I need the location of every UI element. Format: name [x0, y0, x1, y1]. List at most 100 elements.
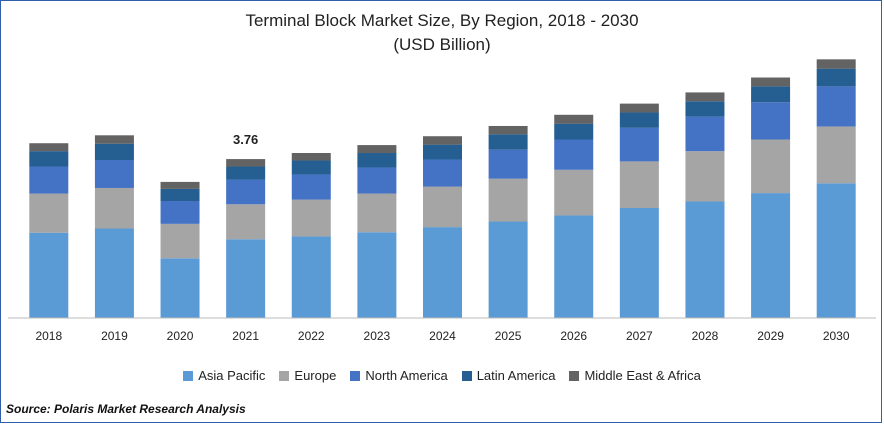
bar-2020-series-2: [160, 201, 200, 224]
chart-title: Terminal Block Market Size, By Region, 2…: [245, 11, 639, 30]
bar-2025-series-4: [488, 125, 528, 135]
bar-2018-series-2: [29, 166, 69, 194]
bar-2019-series-3: [94, 143, 134, 161]
bar-2023-series-1: [357, 193, 397, 233]
bar-2029-series-4: [751, 77, 791, 87]
bar-2027-series-1: [619, 161, 659, 209]
bar-2024-series-4: [423, 136, 462, 145]
bar-2023-series-0: [357, 232, 397, 318]
x-tick-label: 2025: [495, 329, 522, 343]
x-tick-label: 2024: [429, 329, 456, 343]
bar-2019-series-0: [94, 228, 134, 318]
bar-2023-series-2: [357, 167, 397, 194]
bar-2023-series-3: [357, 153, 397, 168]
x-tick-labels: 2018 2019 2020 2021 2022 2023 2024 2025 2026 2027…: [35, 329, 849, 343]
bar-2029-series-0: [751, 193, 791, 318]
x-tick-label: 2026: [560, 329, 587, 343]
bar-2028-series-1: [685, 151, 725, 202]
legend-label: Middle East & Africa: [584, 368, 701, 383]
bar-2018-series-4: [29, 143, 69, 152]
x-tick-label: 2020: [167, 329, 194, 343]
bar-2018-series-1: [29, 193, 69, 233]
bar-2021-series-4: [226, 159, 266, 167]
bar-group: [29, 59, 856, 318]
bar-2021-series-0: [226, 239, 266, 318]
legend-label: North America: [365, 368, 448, 383]
bar-2020-series-0: [160, 258, 200, 318]
bar-2027-series-3: [619, 112, 659, 128]
bar-2023-series-4: [357, 145, 397, 154]
bar-2018-series-3: [29, 151, 69, 167]
legend-label: Asia Pacific: [198, 368, 266, 383]
bar-2022-series-1: [291, 199, 331, 237]
bar-2022-series-4: [291, 153, 331, 161]
x-tick-label: 2028: [692, 329, 719, 343]
bar-2022-series-3: [291, 160, 331, 175]
legend-item: Europe: [279, 368, 336, 383]
legend-item: Middle East & Africa: [569, 368, 701, 383]
bar-2022-series-0: [291, 236, 331, 318]
bar-2025-series-1: [488, 178, 528, 222]
legend: Asia Pacific Europe North America Latin Ame…: [0, 368, 884, 383]
bar-2020-series-3: [160, 188, 200, 202]
legend-item: Latin America: [461, 368, 556, 383]
bar-2029-series-1: [751, 139, 791, 194]
bar-2030-series-1: [816, 126, 856, 184]
bar-2026-series-2: [554, 139, 594, 170]
legend-item: Asia Pacific: [183, 368, 265, 383]
x-tick-label: 2023: [364, 329, 391, 343]
bar-2029-series-2: [751, 102, 791, 140]
bar-2027-series-0: [619, 208, 659, 318]
bar-2025-series-0: [488, 221, 528, 318]
bar-2024-series-2: [423, 159, 462, 187]
bar-2030-series-4: [816, 59, 856, 69]
bar-2026-series-0: [554, 215, 594, 318]
bar-2026-series-1: [554, 169, 594, 216]
legend-label: Latin America: [476, 368, 556, 383]
bar-2025-series-3: [488, 134, 528, 150]
bar-2018-series-0: [29, 232, 69, 318]
x-tick-label: 2027: [626, 329, 653, 343]
x-tick-label: 2030: [823, 329, 850, 343]
bar-2022-series-2: [291, 174, 331, 200]
legend-label: Europe: [294, 368, 337, 383]
x-tick-label: 2021: [232, 329, 259, 343]
bar-2021-series-1: [226, 204, 266, 240]
bar-2024-series-0: [423, 227, 462, 318]
bar-2019-series-4: [94, 135, 134, 144]
data-label-2021: 3.76: [233, 132, 258, 147]
x-tick-label: 2022: [298, 329, 325, 343]
bar-2028-series-0: [685, 201, 725, 318]
bar-2030-series-2: [816, 86, 856, 127]
bar-2029-series-3: [751, 86, 791, 103]
bar-2020-series-1: [160, 223, 200, 259]
bar-2027-series-2: [619, 127, 659, 162]
bar-2021-series-2: [226, 179, 266, 205]
bar-2030-series-0: [816, 183, 856, 318]
bar-2019-series-1: [94, 187, 134, 229]
legend-item: North America: [350, 368, 448, 383]
bar-2025-series-2: [488, 149, 528, 179]
source-note: Source: Polaris Market Research Analysis: [6, 402, 246, 416]
bar-2019-series-2: [94, 160, 134, 188]
annotations: 3.76: [233, 132, 258, 147]
legend-swatch: [461, 370, 472, 381]
legend-swatch: [350, 370, 361, 381]
x-tick-label: 2029: [757, 329, 784, 343]
bar-2028-series-3: [685, 101, 725, 117]
bar-2021-series-3: [226, 166, 266, 180]
bar-2027-series-4: [619, 103, 659, 113]
bar-2026-series-4: [554, 114, 594, 124]
bar-2024-series-1: [423, 186, 462, 228]
legend-swatch: [183, 370, 194, 381]
x-tick-label: 2019: [101, 329, 128, 343]
bar-2028-series-4: [685, 92, 725, 102]
bar-2028-series-2: [685, 116, 725, 152]
legend-swatch: [569, 370, 580, 381]
bar-2030-series-3: [816, 68, 856, 87]
bar-2026-series-3: [554, 123, 594, 140]
x-tick-label: 2018: [35, 329, 62, 343]
legend-swatch: [279, 370, 290, 381]
chart-subtitle: (USD Billion): [393, 35, 491, 54]
